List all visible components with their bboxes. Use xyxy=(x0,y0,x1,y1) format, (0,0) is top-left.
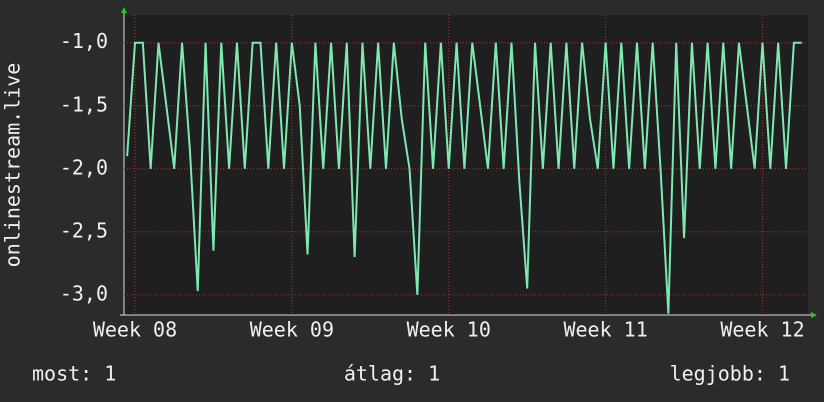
y-tick-label: -2,5 xyxy=(60,218,108,242)
data-line xyxy=(126,41,802,314)
axis-arrow xyxy=(811,312,817,318)
x-tick-label: Week 11 xyxy=(563,318,647,342)
stat-label: legjobb: 1 xyxy=(670,362,790,386)
axis-arrow xyxy=(121,7,127,13)
stat-label: átlag: 1 xyxy=(344,362,440,386)
y-tick-label: -1,5 xyxy=(60,92,108,116)
x-tick-label: Week 09 xyxy=(250,318,334,342)
y-axis-label: onlinestream.live xyxy=(1,63,25,268)
x-tick-label: Week 08 xyxy=(93,318,177,342)
stat-label: most: 1 xyxy=(32,362,116,386)
x-tick-label: Week 10 xyxy=(407,318,491,342)
y-tick-label: -2,0 xyxy=(60,155,108,179)
y-tick-label: -1,0 xyxy=(60,29,108,53)
plot-area xyxy=(124,15,808,315)
x-tick-label: Week 12 xyxy=(720,318,804,342)
y-tick-label: -3,0 xyxy=(60,281,108,305)
